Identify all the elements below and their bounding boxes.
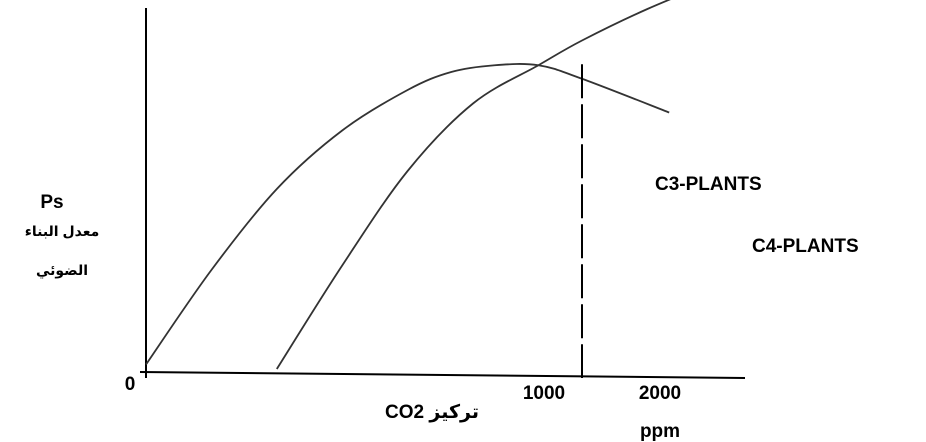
- y-axis-label: Ps: [40, 192, 63, 213]
- series-line-c4: [145, 63, 670, 366]
- y-axis-sublabel-1: معدل البناء: [25, 223, 100, 239]
- series-line-c3: [276, 0, 671, 370]
- series-layer: [145, 0, 671, 370]
- series-label-c4: C4-PLANTS: [752, 236, 859, 257]
- x-tick-label-2000: 2000: [639, 383, 681, 404]
- series-label-c3: C3-PLANTS: [655, 174, 762, 195]
- x-axis: [139, 371, 746, 379]
- y-axis-sublabel-2: الضوئي: [36, 262, 88, 279]
- x-tick-label-1000: 1000: [523, 383, 565, 404]
- x-tick-labels: 1000 2000: [523, 383, 681, 404]
- origin-label: 0: [125, 374, 136, 395]
- axes: [139, 8, 746, 379]
- x-axis-label: تركيز CO2: [385, 402, 479, 423]
- x-axis-unit: ppm: [640, 421, 680, 442]
